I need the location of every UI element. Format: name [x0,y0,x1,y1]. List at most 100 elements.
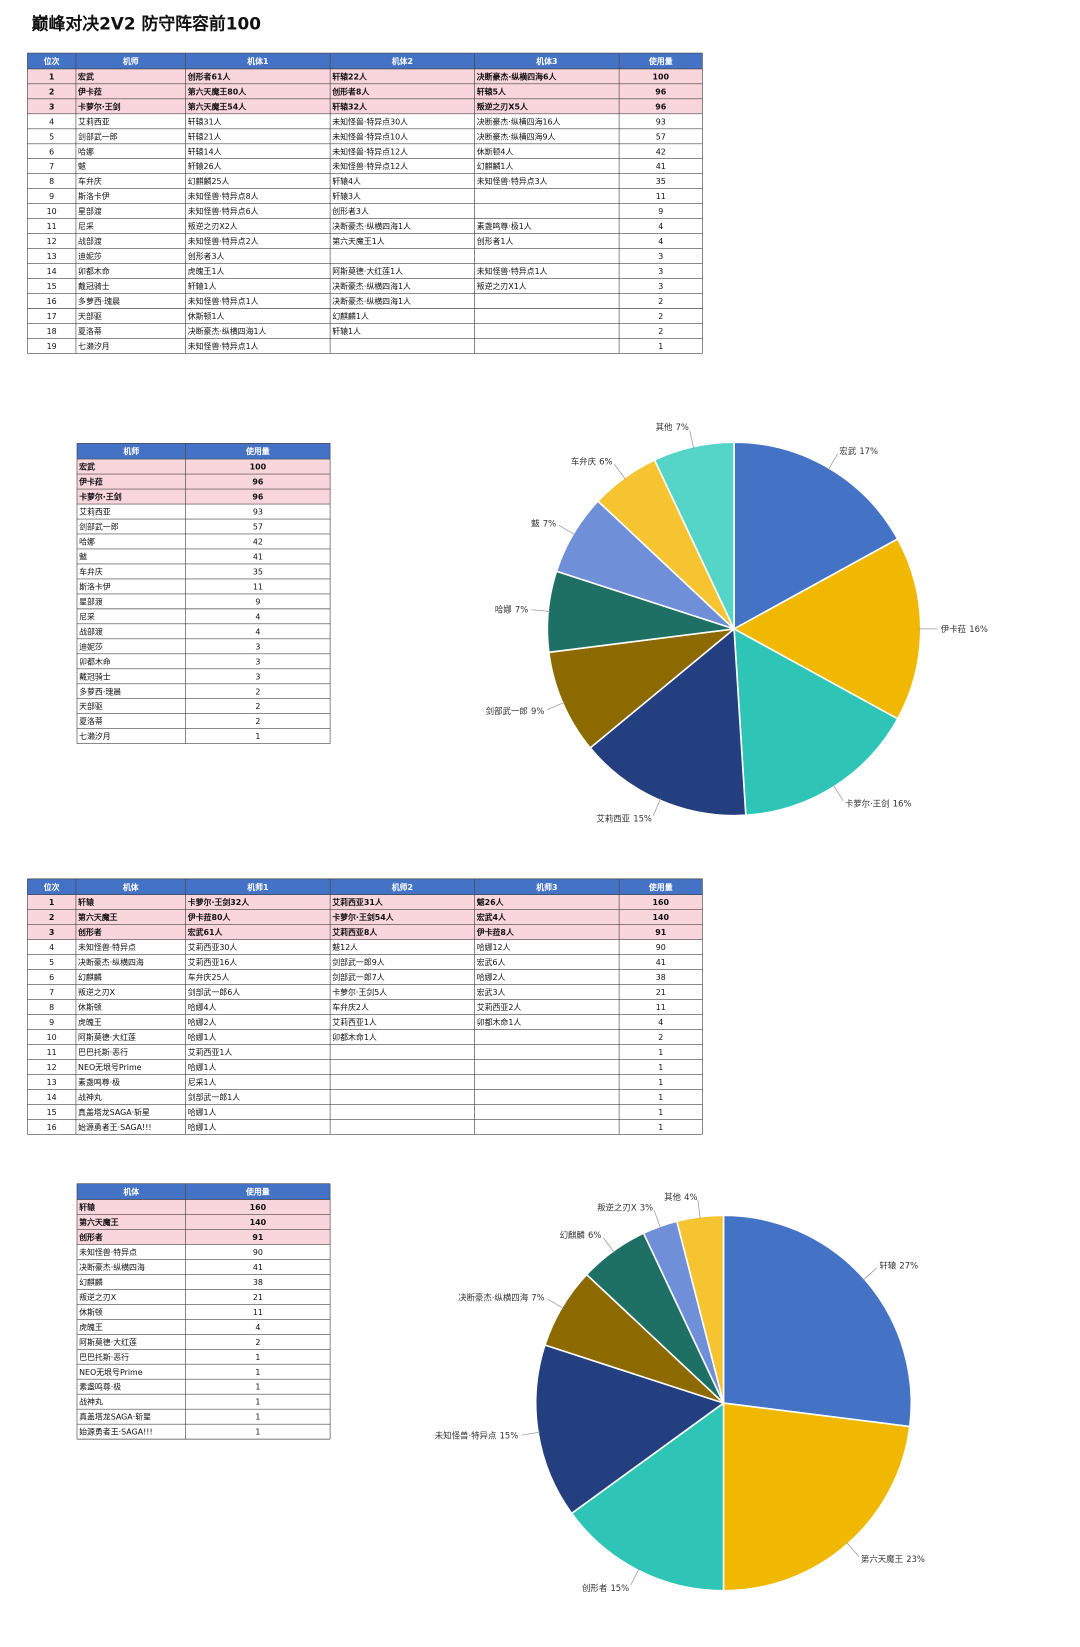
cell: 创形者1人 [477,236,514,246]
cell: 3 [49,928,55,937]
cell: 决断豪杰·纵横四海6人 [477,71,557,81]
cell: 未知怪兽·特异点3人 [477,176,548,186]
cell: 尼采 [79,611,95,621]
cell: 轩辕31人 [188,116,222,126]
cell: 4 [658,222,663,231]
cell: 素盏鸣尊·极 [79,1382,121,1392]
cell: 35 [253,567,263,576]
cell: 96 [655,102,667,111]
cell: 1 [658,1123,663,1132]
header-bg [76,443,331,460]
header-cell: 使用量 [245,1187,270,1197]
cell: 魃 [78,161,86,171]
cell: 伊卡菈80人 [187,912,231,922]
cell: 车弁庆 [79,566,103,576]
cell: 休斯顿1人 [188,311,225,321]
cell: 轩辕1人 [188,281,217,291]
cell: 100 [250,463,267,472]
slice-label: 魃 7% [531,518,556,528]
row-bg [27,1104,703,1120]
slice-name: 其他 [664,1191,681,1201]
leader-line [558,524,576,536]
cell: 轩辕26人 [188,161,222,171]
cell: 轩辕1人 [332,326,361,336]
row-bg [27,984,703,1000]
cell: 11 [47,222,57,231]
cell: 决断豪杰·纵横四海1人 [332,296,411,306]
cell: 卡萝尔·王剑 [79,492,122,502]
cell: 9 [255,597,260,606]
cell: 2 [255,717,260,726]
row-bg [27,68,703,84]
cell: 卡萝尔·王剑54人 [332,912,394,922]
cell: 5 [49,958,54,967]
cell: 10 [47,207,57,216]
cell: 3 [658,267,663,276]
table: 位次 机师 机体1 机体2 机体3 使用量 1 宏武 创形者61人 轩辕22人 决断豪杰·纵横四海6… [27,52,703,354]
cell: 4 [49,943,54,952]
row-bg [76,1304,331,1320]
row-bg [76,1289,331,1305]
slice-name: 魃 [531,518,540,528]
cell: 未知怪兽·特异点1人 [188,341,259,351]
cell: 魃 [79,551,87,561]
cell: 12 [47,1063,57,1072]
cell: 休斯顿 [78,1002,102,1012]
row-bg [27,83,703,99]
cell: 未知怪兽·特异点8人 [188,191,259,201]
row-bg [76,593,331,609]
cell: 哈娜4人 [188,1002,217,1012]
header-cell: 机体 [123,1187,139,1197]
cell: 轩辕3人 [332,191,361,201]
cell: 轩辕 [79,1202,95,1212]
cell: 斯洛卡伊 [79,581,111,591]
cell: 未知怪兽·特异点 [78,942,136,952]
cell: 天部驱 [78,311,102,321]
cell: 2 [658,1033,663,1042]
cell: 13 [47,252,57,261]
cell: 夏洛蒂 [79,716,103,726]
slice-percent: 15% [500,1430,519,1440]
row-bg [27,158,703,174]
cell: 创形者3人 [188,251,225,261]
cell: 9 [658,207,663,216]
row-bg [27,939,703,955]
cell: 哈娜 [79,537,95,547]
cell: 艾莉西亚1人 [332,1017,377,1027]
cell: 1 [255,732,260,741]
header-cell: 机体2 [392,56,413,66]
leader-line [547,701,565,711]
cell: 轩辕21人 [188,131,222,141]
cell: 轩辕4人 [332,176,361,186]
cell: 4 [49,117,54,126]
cell: 1 [658,1063,663,1072]
cell: 迪妮莎 [78,251,102,261]
row-bg [27,338,703,354]
slice-percent: 7% [531,1292,544,1302]
header-cell: 机师3 [536,882,557,892]
cell: 卯都木命 [79,656,111,666]
cell: 6 [49,973,54,982]
cell: 休斯顿 [79,1307,103,1317]
cell: 8 [49,177,54,186]
cell: 休斯顿4人 [477,146,514,156]
row-bg [76,1424,331,1440]
cell: 卯都木命 [78,266,110,276]
cell: 1 [255,1383,260,1392]
slice-label: 卡萝尔·王剑 16% [845,798,912,808]
slice-label: 轩辕 27% [879,1260,918,1270]
slice-percent: 15% [633,813,652,823]
row-bg [76,683,331,699]
cell: 38 [656,973,666,982]
cell: 尼采 [78,221,94,231]
cell: 11 [47,1048,57,1057]
row-bg [76,653,331,669]
row-bg [27,263,703,279]
cell: 哈娜2人 [477,972,506,982]
cell: 卡萝尔·王剑 [78,101,121,111]
cell: 1 [658,1078,663,1087]
cell: 42 [253,538,263,547]
cell: 11 [656,192,666,201]
cell: 戴冠骑士 [79,671,111,681]
